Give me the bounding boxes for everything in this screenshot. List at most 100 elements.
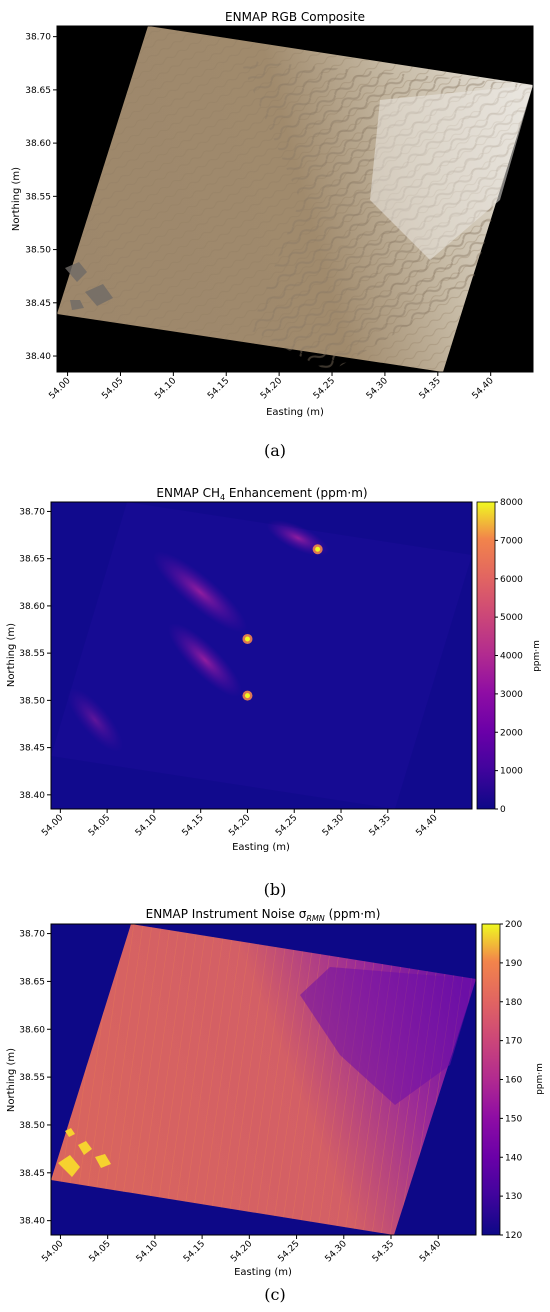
high-noise-patches	[58, 1128, 111, 1177]
y-tick-label: 38.55	[19, 1073, 45, 1083]
chart-title: ENMAP Instrument Noise σRMN (ppm·m)	[146, 907, 381, 923]
y-tick-label: 38.50	[25, 246, 51, 256]
colorbar-tick-label: 150	[505, 1114, 522, 1124]
x-tick-label: 54.15	[206, 376, 231, 401]
x-tick-label: 54.30	[365, 376, 390, 401]
colorbar-tick-label: 5000	[500, 613, 523, 623]
colorbar-tick-label: 160	[505, 1076, 522, 1086]
y-tick-label: 38.70	[19, 930, 45, 940]
colorbar	[481, 923, 501, 1236]
caption-c: (c)	[264, 1285, 286, 1304]
colorbar-tick-label: 120	[505, 1231, 522, 1241]
x-tick-label: 54.10	[153, 376, 178, 401]
x-tick-label: 54.00	[47, 376, 72, 401]
plume-source-point	[244, 636, 250, 642]
colorbar-tick-label: 6000	[500, 575, 523, 585]
y-tick-label: 38.60	[25, 139, 51, 149]
y-axis-label: Northing (m)	[6, 623, 17, 687]
caption-a: (a)	[263, 441, 287, 460]
x-tick-label: 54.15	[182, 1239, 207, 1264]
x-tick-label: 54.05	[87, 1239, 112, 1264]
y-tick-label: 38.60	[19, 602, 45, 612]
y-tick-label: 38.40	[25, 352, 51, 362]
outcrop-patches	[65, 262, 113, 310]
colorbar	[476, 501, 496, 810]
y-tick-label: 38.65	[25, 86, 51, 96]
plot-frame	[50, 501, 473, 810]
y-tick-label: 38.40	[19, 1217, 45, 1227]
colorbar-tick-label: 130	[505, 1192, 522, 1202]
colorbar-tick-label: 4000	[500, 652, 523, 662]
x-tick-label: 54.10	[135, 1239, 160, 1264]
y-tick-label: 38.65	[19, 977, 45, 987]
colorbar-tick-label: 2000	[500, 728, 523, 738]
x-tick-label: 54.30	[324, 1239, 349, 1264]
colorbar-tick-label: 170	[505, 1037, 522, 1047]
panel-c: ENMAP Instrument Noise σRMN (ppm·m) 54.0…	[0, 905, 550, 1285]
y-tick-label: 38.50	[19, 1121, 45, 1131]
x-tick-label: 54.40	[414, 813, 439, 838]
y-tick-label: 38.55	[25, 192, 51, 202]
x-tick-label: 54.40	[471, 376, 496, 401]
colorbar-tick-label: 8000	[500, 498, 523, 508]
x-tick-label: 54.20	[259, 376, 284, 401]
low-noise-dune-region	[300, 967, 476, 1105]
salt-flat	[370, 85, 533, 260]
y-tick-label: 38.55	[19, 649, 45, 659]
plume-south-body	[168, 623, 242, 697]
colorbar-tick-label: 200	[505, 920, 522, 930]
y-tick-label: 38.40	[19, 791, 45, 801]
plot-frame	[56, 25, 534, 373]
x-tick-label: 54.30	[321, 813, 346, 838]
y-tick-label: 38.70	[25, 33, 51, 43]
y-tick-label: 38.70	[19, 507, 45, 517]
colorbar-tick-label: 7000	[500, 536, 523, 546]
plume-sources	[242, 544, 323, 701]
colorbar-tick-label: 180	[505, 998, 522, 1008]
x-tick-label: 54.40	[418, 1239, 443, 1264]
colorbar-tick-label: 0	[500, 805, 506, 815]
x-tick-label: 54.35	[371, 1239, 396, 1264]
y-tick-label: 38.45	[19, 1169, 45, 1179]
scene-footprint	[51, 502, 472, 809]
x-tick-label: 54.35	[368, 813, 393, 838]
instrument-noise-chart: ENMAP Instrument Noise σRMN (ppm·m) 54.0…	[6, 907, 545, 1278]
x-tick-label: 54.25	[312, 376, 337, 401]
plume-central-body	[152, 551, 248, 633]
x-tick-label: 54.05	[100, 376, 125, 401]
plume-southwest-haze	[67, 688, 123, 752]
x-tick-label: 54.00	[40, 813, 65, 838]
y-tick-label: 38.45	[19, 744, 45, 754]
colorbar-tick-label: 3000	[500, 690, 523, 700]
x-tick-label: 54.25	[276, 1239, 301, 1264]
x-axis-label: Easting (m)	[234, 1267, 292, 1278]
x-tick-label: 54.20	[227, 813, 252, 838]
ch4-enhancement-chart: ENMAP CH4 Enhancement (ppm·m) 54.00 54.05…	[6, 486, 542, 853]
rgb-composite-chart: ENMAP RGB Composite 54.00 54.05 54.10 54.15…	[11, 10, 534, 418]
y-tick-label: 38.65	[19, 555, 45, 565]
panel-a: ENMAP RGB Composite 54.00 54.05 54.10 54.15…	[0, 0, 550, 470]
colorbar-label: ppm·m	[532, 640, 542, 672]
y-tick-label: 38.60	[19, 1025, 45, 1035]
x-tick-label: 54.05	[87, 813, 112, 838]
x-axis-label: Easting (m)	[266, 407, 324, 418]
y-axis-label: Northing (m)	[6, 1048, 17, 1112]
y-tick-label: 38.50	[19, 696, 45, 706]
x-tick-label: 54.25	[274, 813, 299, 838]
chart-title: ENMAP CH4 Enhancement (ppm·m)	[156, 486, 367, 502]
colorbar-tick-label: 1000	[500, 767, 523, 777]
x-axis-label: Easting (m)	[232, 842, 290, 853]
x-tick-label: 54.35	[418, 376, 443, 401]
panel-b: ENMAP CH4 Enhancement (ppm·m) 54.00 54.05…	[0, 480, 550, 880]
plot-frame	[50, 923, 477, 1236]
chart-title: ENMAP RGB Composite	[225, 10, 365, 24]
y-tick-label: 38.45	[25, 299, 51, 309]
colorbar-label: ppm·m	[535, 1063, 545, 1095]
x-tick-label: 54.00	[40, 1239, 65, 1264]
plume-source-point	[315, 546, 321, 552]
x-tick-label: 54.20	[229, 1239, 254, 1264]
colorbar-tick-label: 190	[505, 959, 522, 969]
x-tick-label: 54.10	[134, 813, 159, 838]
caption-b: (b)	[263, 880, 287, 899]
x-tick-label: 54.15	[181, 813, 206, 838]
